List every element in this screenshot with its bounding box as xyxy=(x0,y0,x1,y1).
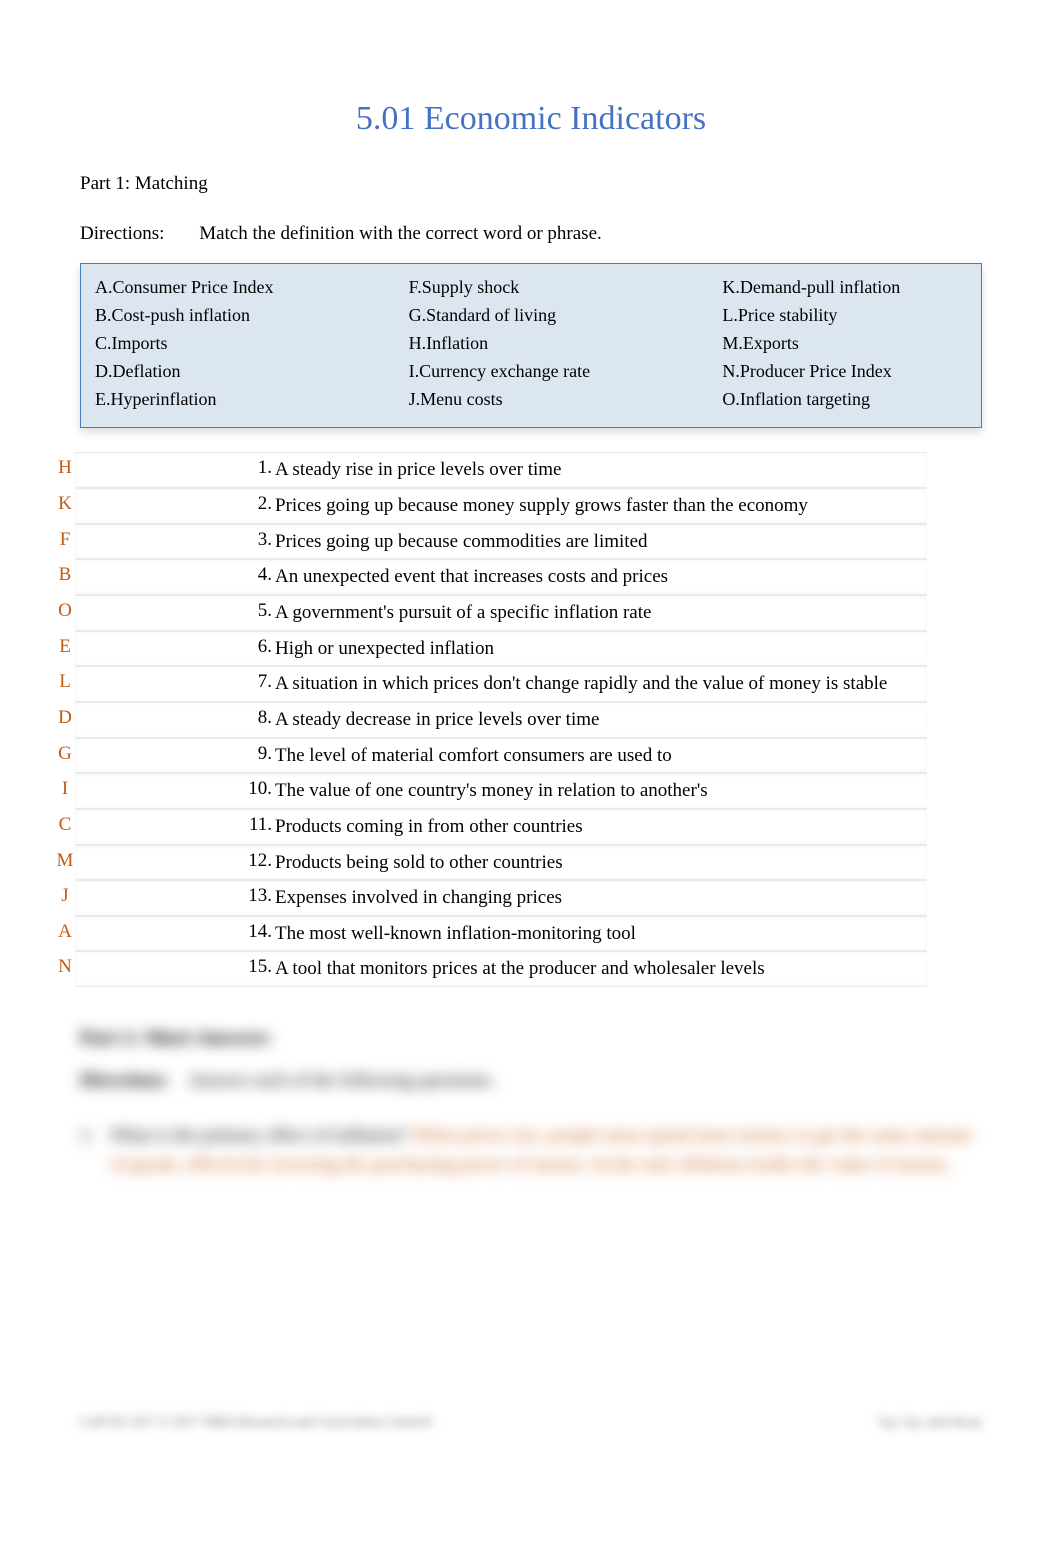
term-item: D.Deflation xyxy=(95,358,409,386)
answer-letter: M xyxy=(35,850,95,872)
matching-table: H 1.A steady rise in price levels over ti… xyxy=(35,452,982,987)
definition-text: Prices going up because commodities are … xyxy=(275,529,982,555)
q1-number: 1. xyxy=(80,1122,110,1179)
definition-text: Products being sold to other countries xyxy=(275,850,982,876)
definition-text: High or unexpected inflation xyxy=(275,636,982,662)
definition-number: 6. xyxy=(245,636,275,658)
definition-number: 2. xyxy=(245,493,275,515)
part2-directions: Directions: Answer each of the following… xyxy=(80,1070,982,1092)
term-item: C.Imports xyxy=(95,330,409,358)
answer-letter: J xyxy=(35,885,95,907)
match-row: E 6.High or unexpected inflation xyxy=(35,631,982,667)
term-item: O.Inflation targeting xyxy=(722,386,967,414)
term-item: F.Supply shock xyxy=(409,274,723,302)
definition-number: 14. xyxy=(245,921,275,943)
definition-number: 7. xyxy=(245,671,275,693)
term-item: J.Menu costs xyxy=(409,386,723,414)
match-row: H 1.A steady rise in price levels over ti… xyxy=(35,452,982,488)
definition-text: An unexpected event that increases costs… xyxy=(275,564,982,590)
answer-letter: K xyxy=(35,493,95,515)
answer-letter: O xyxy=(35,600,95,622)
term-item: M.Exports xyxy=(722,330,967,358)
part2-directions-text: Answer each of the following questions. xyxy=(188,1070,495,1091)
definition-text: The level of material comfort consumers … xyxy=(275,743,982,769)
match-row: O 5.A government's pursuit of a specific … xyxy=(35,595,982,631)
blurred-part2: Part 2: Short Answers Directions: Answer… xyxy=(80,1027,982,1179)
answer-letter: D xyxy=(35,707,95,729)
term-column-1: A.Consumer Price IndexB.Cost-push inflat… xyxy=(95,274,409,413)
definition-number: 3. xyxy=(245,529,275,551)
answer-letter: E xyxy=(35,636,95,658)
term-box: A.Consumer Price IndexB.Cost-push inflat… xyxy=(80,263,982,428)
definition-text: Prices going up because money supply gro… xyxy=(275,493,982,519)
match-row: C 11.Products coming in from other countr… xyxy=(35,809,982,845)
match-row: F 3.Prices going up because commodities a… xyxy=(35,524,982,560)
definition-number: 12. xyxy=(245,850,275,872)
answer-letter: B xyxy=(35,564,95,586)
definition-text: A situation in which prices don't change… xyxy=(275,671,982,697)
q1-content: What is the primary effect of inflation?… xyxy=(110,1122,982,1179)
match-row: I 10.The value of one country's money in … xyxy=(35,773,982,809)
definition-text: A government's pursuit of a specific inf… xyxy=(275,600,982,626)
footer-left: LAP-EC-027 © 2017 MBA Research and Curri… xyxy=(80,1415,433,1431)
match-row: N 15.A tool that monitors prices at the p… xyxy=(35,951,982,987)
term-item: H.Inflation xyxy=(409,330,723,358)
directions-text: Match the definition with the correct wo… xyxy=(199,223,602,244)
match-row: B 4.An unexpected event that increases co… xyxy=(35,559,982,595)
part2-directions-label: Directions: xyxy=(80,1070,169,1091)
term-item: A.Consumer Price Index xyxy=(95,274,409,302)
footer-right: Up, Up, and Away xyxy=(879,1415,982,1431)
definition-number: 10. xyxy=(245,778,275,800)
definition-number: 9. xyxy=(245,743,275,765)
term-item: B.Cost-push inflation xyxy=(95,302,409,330)
term-item: K.Demand-pull inflation xyxy=(722,274,967,302)
match-row: G 9.The level of material comfort consume… xyxy=(35,738,982,774)
answer-letter: L xyxy=(35,671,95,693)
definition-text: A tool that monitors prices at the produ… xyxy=(275,956,982,982)
definition-text: A steady decrease in price levels over t… xyxy=(275,707,982,733)
directions-label: Directions: xyxy=(80,223,164,245)
term-item: I.Currency exchange rate xyxy=(409,358,723,386)
answer-letter: A xyxy=(35,921,95,943)
definition-text: Products coming in from other countries xyxy=(275,814,982,840)
match-row: D 8.A steady decrease in price levels ove… xyxy=(35,702,982,738)
match-row: A 14.The most well-known inflation-monito… xyxy=(35,916,982,952)
q1-question: What is the primary effect of inflation? xyxy=(110,1125,407,1146)
match-row: K 2.Prices going up because money supply … xyxy=(35,488,982,524)
part1-heading: Part 1: Matching xyxy=(80,173,982,195)
definition-number: 11. xyxy=(245,814,275,836)
part2-heading: Part 2: Short Answers xyxy=(80,1027,982,1050)
question-1: 1. What is the primary effect of inflati… xyxy=(80,1122,982,1179)
answer-letter: I xyxy=(35,778,95,800)
definition-text: Expenses involved in changing prices xyxy=(275,885,982,911)
definition-number: 13. xyxy=(245,885,275,907)
match-row: J 13.Expenses involved in changing prices xyxy=(35,880,982,916)
definition-number: 8. xyxy=(245,707,275,729)
page-title: 5.01 Economic Indicators xyxy=(80,100,982,138)
definition-number: 15. xyxy=(245,956,275,978)
answer-letter: H xyxy=(35,457,95,479)
definition-number: 4. xyxy=(245,564,275,586)
answer-letter: N xyxy=(35,956,95,978)
directions-row: Directions: Match the definition with th… xyxy=(80,223,982,245)
term-item: L.Price stability xyxy=(722,302,967,330)
answer-letter: G xyxy=(35,743,95,765)
match-row: L 7.A situation in which prices don't cha… xyxy=(35,666,982,702)
answer-letter: F xyxy=(35,529,95,551)
term-item: G.Standard of living xyxy=(409,302,723,330)
definition-number: 5. xyxy=(245,600,275,622)
answer-letter: C xyxy=(35,814,95,836)
definition-text: The most well-known inflation-monitoring… xyxy=(275,921,982,947)
term-column-3: K.Demand-pull inflationL.Price stability… xyxy=(722,274,967,413)
term-item: N.Producer Price Index xyxy=(722,358,967,386)
definition-text: The value of one country's money in rela… xyxy=(275,778,982,804)
term-item: E.Hyperinflation xyxy=(95,386,409,414)
definition-text: A steady rise in price levels over time xyxy=(275,457,982,483)
definition-number: 1. xyxy=(245,457,275,479)
match-row: M 12.Products being sold to other countri… xyxy=(35,845,982,881)
page-footer: LAP-EC-027 © 2017 MBA Research and Curri… xyxy=(80,1415,982,1431)
term-column-2: F.Supply shockG.Standard of livingH.Infl… xyxy=(409,274,723,413)
